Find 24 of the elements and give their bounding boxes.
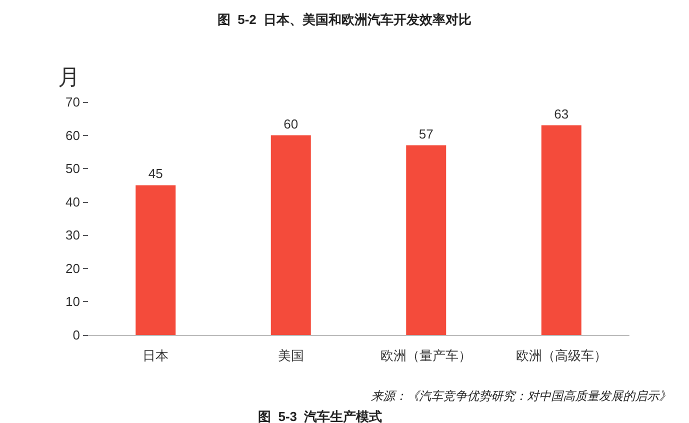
bar bbox=[541, 125, 582, 335]
y-tick-label: 40 bbox=[66, 194, 80, 210]
chart-title: 图 5-2 日本、美国和欧洲汽车开发效率对比 bbox=[217, 12, 472, 27]
y-tick-label: 10 bbox=[66, 294, 80, 310]
y-tick-label: 0 bbox=[72, 328, 80, 342]
y-tick-label: 30 bbox=[66, 228, 80, 243]
x-tick-label: 欧洲（高级车） bbox=[516, 348, 607, 363]
data-label: 60 bbox=[284, 116, 298, 132]
bar bbox=[270, 135, 311, 335]
x-tick-label: 日本 bbox=[142, 348, 169, 363]
caption: 图 5-3 汽车生产模式 bbox=[258, 409, 382, 423]
data-label: 45 bbox=[148, 166, 163, 182]
y-axis-title: 月 bbox=[58, 64, 80, 90]
source-note: 来源：《汽车竞争优势研究：对中国高质量发展的启示》 bbox=[371, 389, 671, 403]
y-tick-label: 50 bbox=[66, 161, 80, 176]
bar bbox=[136, 185, 176, 335]
y-tick-label: 60 bbox=[66, 128, 80, 143]
bar bbox=[406, 145, 446, 335]
y-tick-label: 70 bbox=[66, 94, 80, 110]
data-label: 57 bbox=[418, 126, 434, 142]
y-tick-label: 20 bbox=[66, 260, 80, 276]
data-label: 63 bbox=[554, 106, 569, 122]
x-tick-label: 美国 bbox=[278, 348, 304, 363]
x-tick-label: 欧洲（量产车） bbox=[380, 348, 472, 363]
